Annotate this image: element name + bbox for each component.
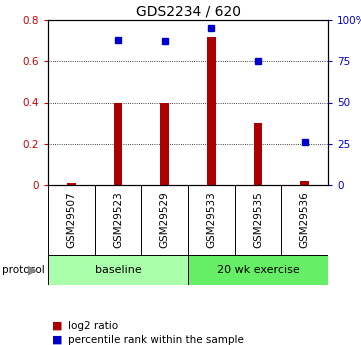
Bar [161, 102, 169, 185]
Text: ■: ■ [52, 335, 62, 345]
Bar [188, 255, 328, 285]
Bar [114, 102, 122, 185]
Text: GSM29529: GSM29529 [160, 191, 170, 248]
Text: log2 ratio: log2 ratio [68, 321, 118, 331]
Text: GSM29535: GSM29535 [253, 191, 263, 248]
Bar [67, 183, 75, 185]
Text: GSM29533: GSM29533 [206, 191, 216, 248]
Text: GSM29523: GSM29523 [113, 191, 123, 248]
Bar [254, 123, 262, 185]
Text: ■: ■ [52, 321, 62, 331]
Text: baseline: baseline [95, 265, 142, 275]
Title: GDS2234 / 620: GDS2234 / 620 [135, 5, 240, 19]
Text: percentile rank within the sample: percentile rank within the sample [68, 335, 244, 345]
Text: GSM29536: GSM29536 [300, 191, 310, 248]
Bar [207, 37, 216, 185]
Bar [48, 255, 188, 285]
Text: GSM29507: GSM29507 [66, 192, 76, 248]
Text: 20 wk exercise: 20 wk exercise [217, 265, 299, 275]
Bar [300, 181, 309, 185]
Text: protocol: protocol [2, 265, 44, 275]
Text: ▶: ▶ [28, 264, 38, 276]
